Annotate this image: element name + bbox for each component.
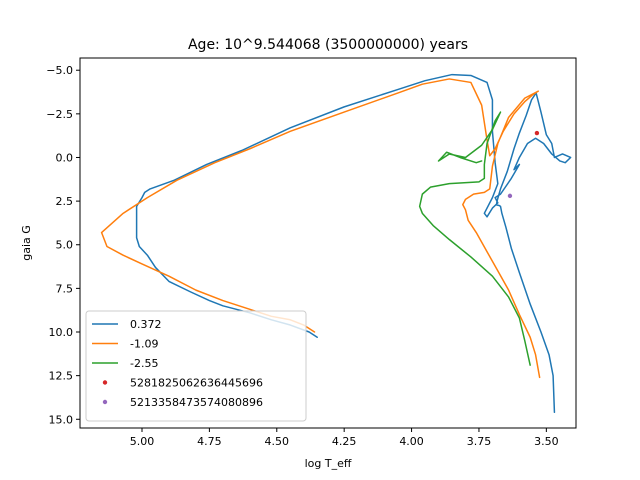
legend-label: -1.09 <box>130 338 158 351</box>
plot-frame <box>79 57 577 429</box>
y-tick-label: 15.0 <box>49 413 74 426</box>
legend-frame <box>85 310 307 422</box>
y-tick-label: 7.5 <box>56 282 74 295</box>
legend-label: 0.372 <box>130 318 162 331</box>
series-line-0 <box>135 73 572 414</box>
x-tick-label: 5.00 <box>130 435 155 448</box>
legend-swatch-marker <box>102 399 108 405</box>
scatter-point-3-0 <box>534 130 540 136</box>
y-tick-label: 10.0 <box>49 326 74 339</box>
x-tick-label: 3.50 <box>534 435 559 448</box>
x-tick-label: 4.25 <box>332 435 357 448</box>
y-tick-label: 2.5 <box>56 195 74 208</box>
series-line-2 <box>418 111 531 366</box>
x-axis-label: log T_eff <box>305 457 352 470</box>
x-tick-label: 4.50 <box>265 435 290 448</box>
legend-label: 5281825062636445696 <box>130 377 263 390</box>
series-line-1 <box>100 78 541 379</box>
y-tick-label: −5.0 <box>46 64 73 77</box>
legend-swatch-marker <box>102 380 108 385</box>
y-axis-label: gaia G <box>20 225 33 261</box>
y-tick-label: −2.5 <box>46 108 73 121</box>
y-tick-label: 0.0 <box>56 151 74 164</box>
x-tick-label: 4.00 <box>399 435 424 448</box>
legend: 0.372 -1.09 -2.55 5281825062636445696 521335… <box>85 310 307 422</box>
chart-title: Age: 10^9.544068 (3500000000) years <box>188 37 468 53</box>
x-tick-label: 4.75 <box>197 435 222 448</box>
y-tick-label: 12.5 <box>49 370 74 383</box>
legend-label: -2.55 <box>130 357 158 370</box>
y-axis-ticks: −5.0 −2.5 0.0 2.5 5.0 7.5 10.0 12.5 15.0 <box>46 64 80 426</box>
legend-label: 5213358473574080896 <box>130 396 263 409</box>
y-tick-label: 5.0 <box>56 239 74 252</box>
x-axis-ticks: 5.00 4.75 4.50 4.25 4.00 3.75 3.50 <box>130 428 559 448</box>
x-tick-label: 3.75 <box>467 435 492 448</box>
scatter-point-4-0 <box>507 193 513 199</box>
series-layer <box>100 73 572 414</box>
